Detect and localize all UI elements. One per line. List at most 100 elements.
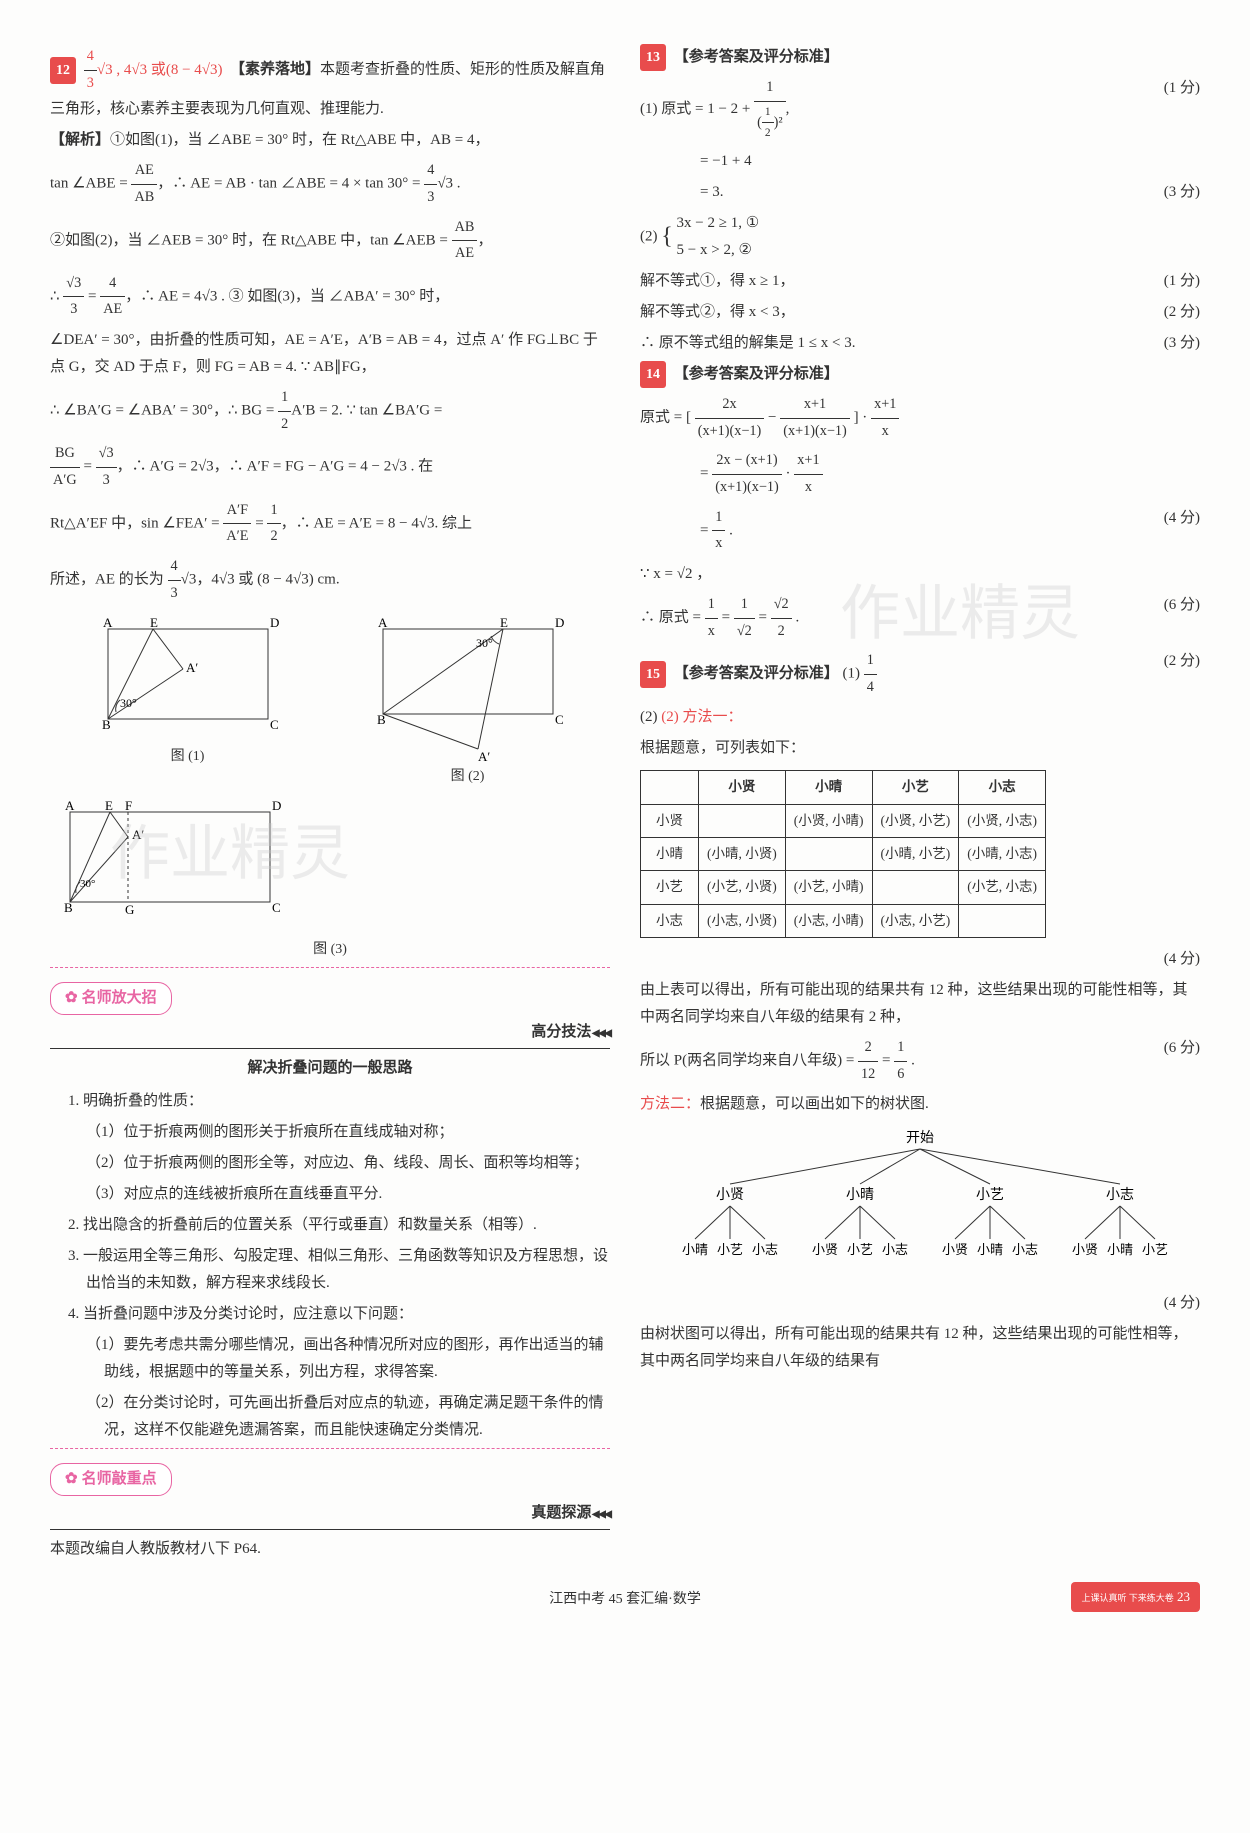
svg-text:小志: 小志 <box>1106 1187 1134 1203</box>
tips-title: 解决折叠问题的一般思路 <box>50 1055 610 1082</box>
svg-text:E: E <box>105 798 113 813</box>
page-number: 上课认真听 下来练大卷 23 <box>1071 1582 1200 1611</box>
q12-p3: ∠DEA′ = 30°，由折叠的性质可知，AE = A′E，A′B = AB =… <box>50 327 610 381</box>
q15-number: 15 <box>640 661 666 688</box>
svg-text:小贤: 小贤 <box>1072 1242 1098 1257</box>
source-text: 本题改编自人教版教材八下 P64. <box>50 1536 610 1563</box>
right-column: 13 【参考答案及评分标准】 (1 分) (1) 原式 = 1 − 2 + 1(… <box>640 40 1200 1567</box>
tree-diagram: 开始 小贤 小晴 小艺 小志 小晴 小艺 小志 小贤 小艺 小志 <box>650 1124 1190 1284</box>
q12-p2: ②如图(2)，当 ∠AEB = 30° 时，在 Rt△ABE 中，tan ∠AE… <box>50 215 610 267</box>
svg-text:F: F <box>125 798 132 813</box>
q12-analysis: 【解析】①如图(1)，当 ∠ABE = 30° 时，在 Rt△ABE 中，AB … <box>50 127 610 154</box>
q15-tree-score: (4 分) <box>640 1290 1200 1317</box>
svg-text:小晴: 小晴 <box>682 1242 708 1257</box>
q13-l3: (3 分) = 3. <box>640 179 1200 206</box>
q13-number: 13 <box>640 44 666 71</box>
q15-m2-label: 方法二：根据题意，可以画出如下的树状图. <box>640 1091 1200 1118</box>
table-row: 小贤 (小贤, 小晴) (小贤, 小艺) (小贤, 小志) <box>641 804 1046 837</box>
q13-l6: (2 分)解不等式②，得 x < 3， <box>640 299 1200 326</box>
svg-text:B: B <box>102 717 111 732</box>
figure-3-wrap: A E F D B G C A′ 30° 图 (3) <box>50 797 610 962</box>
q13-header: 13 【参考答案及评分标准】 <box>640 44 1200 71</box>
fig3-caption: 图 (3) <box>50 937 610 962</box>
tips-list: 1. 明确折叠的性质： （1）位于折痕两侧的图形关于折痕所在直线成轴对称； （2… <box>50 1088 610 1444</box>
svg-text:A′: A′ <box>478 749 490 764</box>
svg-text:小志: 小志 <box>882 1242 908 1257</box>
source-subtitle: 真题探源 <box>50 1500 610 1530</box>
q15-table-score: (4 分) <box>640 946 1200 973</box>
q12-p4b: BGA′G = √33，∴ A′G = 2√3，∴ A′F = FG − A′G… <box>50 441 610 493</box>
q15-m1-p1: 由上表可以得出，所有可能出现的结果共有 12 种，这些结果出现的可能性相等，其中… <box>640 977 1200 1031</box>
left-column: 12 43√3 , 4√3 或(8 − 4√3) 【素养落地】本题考查折叠的性质… <box>50 40 610 1567</box>
svg-text:D: D <box>555 615 564 630</box>
figure-3: A E F D B G C A′ 30° <box>50 797 290 937</box>
svg-text:D: D <box>270 615 279 630</box>
svg-text:B: B <box>64 900 73 915</box>
svg-text:B: B <box>377 712 386 727</box>
svg-text:30°: 30° <box>80 878 95 890</box>
svg-text:小艺: 小艺 <box>717 1242 743 1257</box>
svg-text:30°: 30° <box>476 636 493 650</box>
svg-text:小晴: 小晴 <box>1107 1242 1133 1257</box>
fig2-caption: 图 (2) <box>363 764 573 789</box>
svg-text:小艺: 小艺 <box>847 1242 873 1257</box>
q14-number: 14 <box>640 361 666 388</box>
q15-m1-intro: 根据题意，可列表如下： <box>640 735 1200 762</box>
q12-p6: 所述，AE 的长为 43√3，4√3 或 (8 − 4√3) cm. <box>50 554 610 606</box>
svg-text:30°: 30° <box>120 696 137 710</box>
svg-text:E: E <box>150 615 158 630</box>
svg-text:G: G <box>125 902 134 917</box>
q14-l3: (4 分) = 1x . <box>640 505 1200 557</box>
figure-row-1: A E D B C A′ 30° 图 (1) A <box>50 614 610 789</box>
svg-text:小艺: 小艺 <box>1142 1242 1168 1257</box>
q14-l4: ∵ x = √2 ， <box>640 561 1200 588</box>
q13-l4: (2) { 3x − 2 ≥ 1, ①5 − x > 2, ② <box>640 210 1200 264</box>
tree-root: 开始 <box>906 1130 934 1146</box>
q12-p5: Rt△A′EF 中，sin ∠FEA′ = A′FA′E = 12，∴ AE =… <box>50 498 610 550</box>
tips-section: 名师放大招 高分技法 解决折叠问题的一般思路 1. 明确折叠的性质： （1）位于… <box>50 967 610 1444</box>
q12-number: 12 <box>50 57 76 84</box>
q15-m1-label: (2) (2) 方法一： <box>640 704 1200 731</box>
figure-1: A E D B C A′ 30° <box>88 614 288 744</box>
tips-subtitle: 高分技法 <box>50 1019 610 1049</box>
svg-text:小晴: 小晴 <box>846 1187 874 1203</box>
q12-p1b: tan ∠ABE = AEAB，∴ AE = AB · tan ∠ABE = 4… <box>50 158 610 210</box>
svg-text:E: E <box>500 615 508 630</box>
probability-table: 小贤 小晴 小艺 小志 小贤 (小贤, 小晴) (小贤, 小艺) (小贤, 小志… <box>640 770 1046 937</box>
svg-text:小艺: 小艺 <box>976 1187 1004 1203</box>
q12-line: 12 43√3 , 4√3 或(8 − 4√3) 【素养落地】本题考查折叠的性质… <box>50 44 610 123</box>
source-header: 名师敲重点 <box>50 1463 172 1496</box>
q12-tag: 【素养落地】 <box>230 62 320 78</box>
svg-text:小志: 小志 <box>1012 1242 1038 1257</box>
table-row: 小晴 (小晴, 小贤) (小晴, 小艺) (小晴, 小志) <box>641 838 1046 871</box>
source-section: 名师敲重点 真题探源 本题改编自人教版教材八下 P64. <box>50 1448 610 1563</box>
svg-text:小贤: 小贤 <box>812 1242 838 1257</box>
tips-header: 名师放大招 <box>50 982 172 1015</box>
svg-text:小贤: 小贤 <box>716 1187 744 1203</box>
page-footer: 江西中考 45 套汇编·数学 上课认真听 下来练大卷 23 <box>50 1587 1200 1612</box>
svg-text:A′: A′ <box>186 660 198 675</box>
q12-answer: 43√3 , 4√3 或(8 − 4√3) <box>84 62 227 78</box>
svg-text:A: A <box>103 615 113 630</box>
svg-text:D: D <box>272 798 281 813</box>
svg-text:小贤: 小贤 <box>942 1242 968 1257</box>
q15-m1-p2: (6 分) 所以 P(两名同学均来自八年级) = 212 = 16 . <box>640 1035 1200 1087</box>
table-row: 小艺 (小艺, 小贤) (小艺, 小晴) (小艺, 小志) <box>641 871 1046 904</box>
q14-l1: 原式 = [ 2x(x+1)(x−1) − x+1(x+1)(x−1) ] · … <box>640 392 1200 444</box>
footer-text: 江西中考 45 套汇编·数学 <box>549 1592 701 1607</box>
q15-header: 15 【参考答案及评分标准】 (1) 14 (2 分) <box>640 648 1200 700</box>
q14-header: 14 【参考答案及评分标准】 <box>640 361 1200 388</box>
q14-l2: = 2x − (x+1)(x+1)(x−1) · x+1x <box>640 448 1200 500</box>
svg-text:A: A <box>378 615 388 630</box>
q12-p2b: ∴ √33 = 4AE，∴ AE = 4√3 . ③ 如图(3)，当 ∠ABA′… <box>50 271 610 323</box>
figure-2: A E D B C A′ 30° <box>363 614 573 764</box>
svg-text:C: C <box>555 712 564 727</box>
svg-text:A′: A′ <box>132 827 144 842</box>
svg-text:小晴: 小晴 <box>977 1242 1003 1257</box>
svg-text:小志: 小志 <box>752 1242 778 1257</box>
q13-l2: = −1 + 4 <box>640 148 1200 175</box>
q14-l5: (6 分) ∴ 原式 = 1x = 1√2 = √22 . <box>640 592 1200 644</box>
svg-text:C: C <box>272 900 281 915</box>
q12-p4: ∴ ∠BA′G = ∠ABA′ = 30°，∴ BG = 12A′B = 2. … <box>50 385 610 437</box>
svg-text:C: C <box>270 717 279 732</box>
